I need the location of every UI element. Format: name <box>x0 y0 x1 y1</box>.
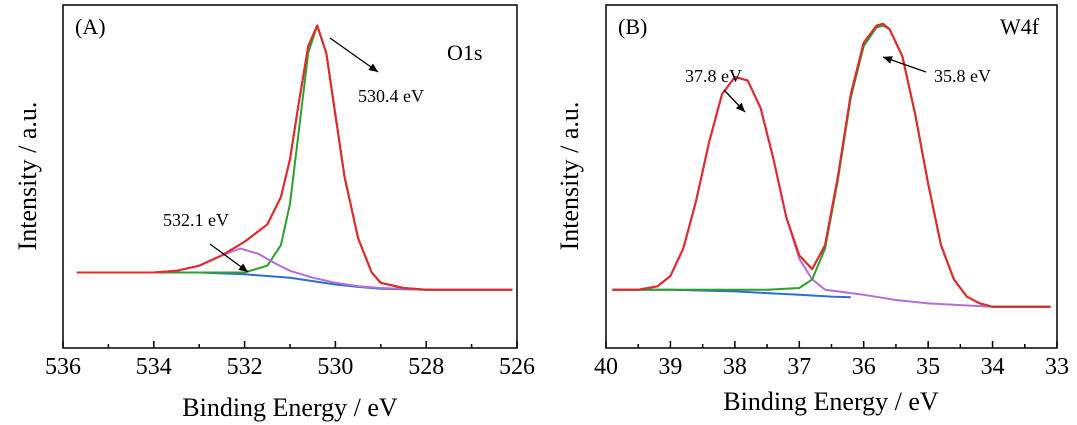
series-component-37.8 <box>612 76 1051 308</box>
x-tick-label: 530 <box>317 354 353 380</box>
x-tick-label: 37 <box>787 354 811 380</box>
peak-annotation-label: 35.8 eV <box>934 66 991 86</box>
series-raw <box>76 24 513 291</box>
panel-b: 40 39 38 37 36 35 34 33 (B) W4f Binding Energy … <box>555 4 1069 416</box>
series-component-530.4 <box>153 24 513 291</box>
x-tick-label: 33 <box>1045 354 1069 380</box>
x-tick-label: 38 <box>723 354 747 380</box>
chart-title-a: O1s <box>447 40 482 65</box>
series-background <box>612 288 851 299</box>
x-ticks-b: 40 39 38 37 36 35 34 33 <box>594 341 1069 380</box>
series-component-532.1 <box>76 247 513 291</box>
x-ticks-a: 536 534 532 530 528 526 <box>45 341 535 380</box>
peak-annotation-label: 37.8 eV <box>685 66 742 86</box>
y-axis-label-a: Intensity / a.u. <box>13 102 42 251</box>
x-tick-label: 532 <box>227 354 263 380</box>
arrowhead <box>368 63 378 72</box>
x-tick-label: 36 <box>852 354 876 380</box>
peak-annotation-label: 532.1 eV <box>163 210 229 230</box>
x-tick-label: 534 <box>136 354 172 380</box>
arrowhead <box>735 102 745 112</box>
series-envelope <box>76 24 513 291</box>
y-axis-label-b: Intensity / a.u. <box>555 102 584 251</box>
chart-title-b: W4f <box>1000 14 1040 39</box>
x-tick-label: 35 <box>916 354 940 380</box>
x-axis-label-b: Binding Energy / eV <box>723 387 939 416</box>
panel-a: 536 534 532 530 528 526 (A) O1s Binding Energ… <box>13 4 535 422</box>
x-tick-label: 39 <box>658 354 682 380</box>
x-tick-label: 34 <box>981 354 1005 380</box>
series-group-b <box>612 22 1051 308</box>
arrowhead <box>883 56 893 64</box>
x-tick-label: 536 <box>45 354 81 380</box>
annotations-a: 530.4 eV 532.1 eV <box>163 37 424 273</box>
series-background <box>76 271 513 291</box>
series-envelope <box>612 22 1051 308</box>
x-tick-label: 526 <box>499 354 535 380</box>
panel-label-b: (B) <box>618 14 647 39</box>
series-group-a <box>76 24 513 291</box>
peak-annotation-label: 530.4 eV <box>358 86 424 106</box>
x-axis-label-a: Binding Energy / eV <box>182 393 398 422</box>
panel-label-a: (A) <box>75 14 106 39</box>
peak-annotation-arrow <box>329 37 379 73</box>
x-tick-label: 40 <box>594 354 618 380</box>
x-tick-label: 528 <box>408 354 444 380</box>
arrowhead <box>238 263 248 272</box>
annotations-b: 37.8 eV 35.8 eV <box>685 56 991 113</box>
